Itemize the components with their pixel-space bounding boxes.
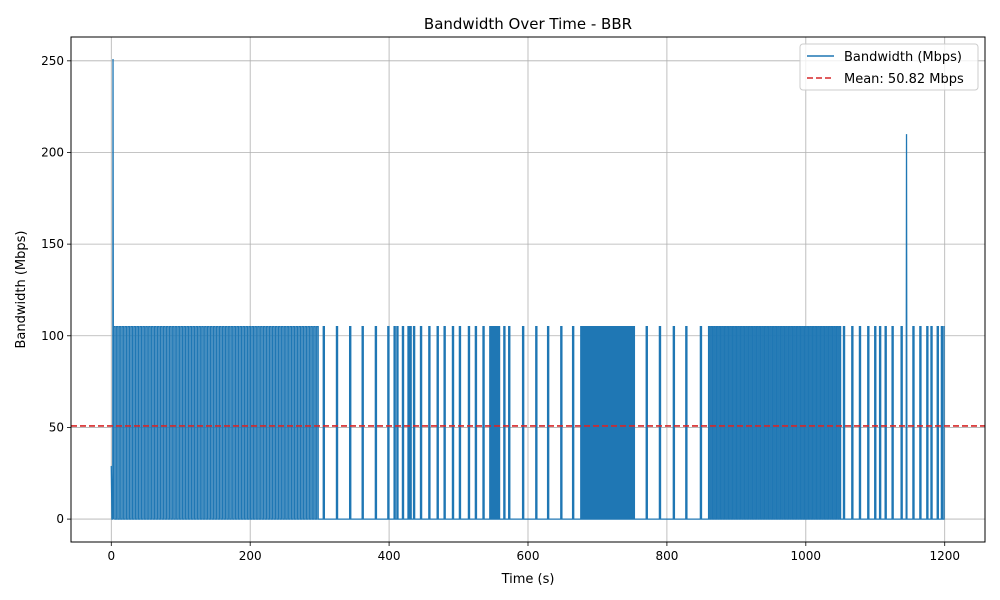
x-tick-label: 1000 <box>791 549 822 563</box>
tick-layer: 0 200 400 600 800 1000 1200 0 50 100 150 200 250 <box>41 54 960 563</box>
y-tick-label: 100 <box>41 329 64 343</box>
legend-box <box>799 43 979 91</box>
x-tick-label: 800 <box>655 549 678 563</box>
x-tick-label: 1200 <box>929 549 960 563</box>
x-tick-label: 600 <box>517 549 540 563</box>
bandwidth-series-line <box>110 58 945 520</box>
legend: Bandwidth (Mbps) Mean: 50.82 Mbps <box>799 43 979 91</box>
y-tick-label: 0 <box>56 512 64 526</box>
y-tick-label: 200 <box>41 145 64 159</box>
legend-label-mean: Mean: 50.82 Mbps <box>844 72 964 87</box>
data-layer <box>71 58 985 520</box>
y-tick-label: 50 <box>49 420 64 434</box>
chart-title: Bandwidth Over Time - BBR <box>424 15 632 33</box>
x-tick-label: 0 <box>107 549 115 563</box>
x-axis-label: Time (s) <box>501 572 555 587</box>
y-axis-label: Bandwidth (Mbps) <box>14 231 29 349</box>
y-tick-label: 250 <box>41 54 64 68</box>
legend-label-bandwidth: Bandwidth (Mbps) <box>844 50 962 65</box>
x-tick-label: 200 <box>239 549 262 563</box>
y-tick-label: 150 <box>41 237 64 251</box>
x-tick-label: 400 <box>378 549 401 563</box>
